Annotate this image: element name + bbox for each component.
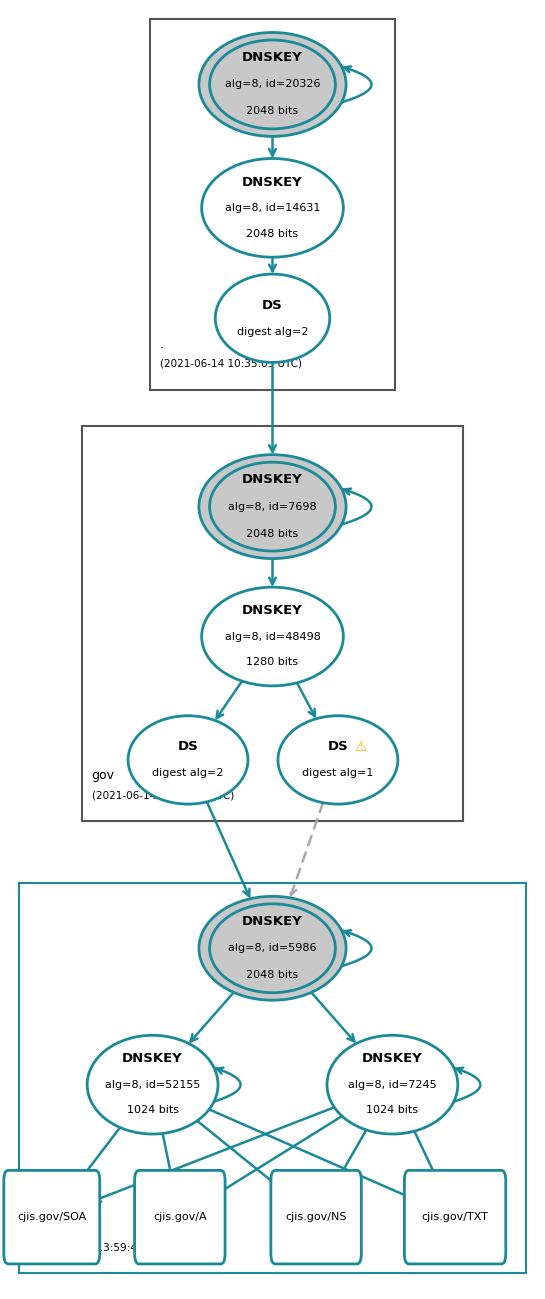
Text: digest alg=2: digest alg=2 <box>152 768 224 778</box>
Ellipse shape <box>199 455 346 559</box>
Text: cjis.gov: cjis.gov <box>29 1221 76 1234</box>
Text: cjis.gov/SOA: cjis.gov/SOA <box>17 1212 87 1222</box>
Text: 1024 bits: 1024 bits <box>126 1105 179 1116</box>
Ellipse shape <box>202 587 343 686</box>
Text: .: . <box>160 338 164 351</box>
Text: alg=8, id=52155: alg=8, id=52155 <box>105 1079 201 1090</box>
Text: DNSKEY: DNSKEY <box>242 604 303 617</box>
Ellipse shape <box>278 716 398 804</box>
Text: ⚠: ⚠ <box>354 739 367 753</box>
Ellipse shape <box>210 462 335 551</box>
Text: digest alg=2: digest alg=2 <box>237 326 308 336</box>
Text: (2021-06-14 13:59:45 UTC): (2021-06-14 13:59:45 UTC) <box>29 1242 171 1252</box>
Ellipse shape <box>199 896 346 1000</box>
Text: digest alg=1: digest alg=1 <box>302 768 373 778</box>
Text: DNSKEY: DNSKEY <box>122 1052 183 1065</box>
Text: 2048 bits: 2048 bits <box>246 970 299 981</box>
Ellipse shape <box>327 1035 458 1134</box>
Text: alg=8, id=7698: alg=8, id=7698 <box>228 501 317 512</box>
Ellipse shape <box>210 40 335 129</box>
Text: cjis.gov/A: cjis.gov/A <box>153 1212 207 1222</box>
Ellipse shape <box>128 716 248 804</box>
Ellipse shape <box>199 32 346 136</box>
Text: alg=8, id=5986: alg=8, id=5986 <box>228 943 317 953</box>
Text: alg=8, id=20326: alg=8, id=20326 <box>225 79 320 90</box>
Text: alg=8, id=7245: alg=8, id=7245 <box>348 1079 437 1090</box>
Text: (2021-06-14 10:35:05 UTC): (2021-06-14 10:35:05 UTC) <box>160 359 302 369</box>
Text: DNSKEY: DNSKEY <box>362 1052 423 1065</box>
FancyBboxPatch shape <box>82 426 463 821</box>
Text: DNSKEY: DNSKEY <box>242 51 303 64</box>
FancyBboxPatch shape <box>4 1170 100 1264</box>
FancyBboxPatch shape <box>404 1170 506 1264</box>
FancyBboxPatch shape <box>150 19 395 390</box>
Text: DNSKEY: DNSKEY <box>242 914 303 927</box>
Text: cjis.gov/TXT: cjis.gov/TXT <box>422 1212 488 1222</box>
Text: 1024 bits: 1024 bits <box>366 1105 419 1116</box>
Text: DS: DS <box>328 740 348 753</box>
FancyBboxPatch shape <box>135 1170 225 1264</box>
Ellipse shape <box>87 1035 218 1134</box>
Text: alg=8, id=14631: alg=8, id=14631 <box>225 203 320 213</box>
FancyBboxPatch shape <box>19 883 526 1273</box>
Text: DNSKEY: DNSKEY <box>242 175 303 188</box>
Text: alg=8, id=48498: alg=8, id=48498 <box>225 631 320 642</box>
Text: 2048 bits: 2048 bits <box>246 529 299 539</box>
Text: 1280 bits: 1280 bits <box>246 657 299 668</box>
Text: 2048 bits: 2048 bits <box>246 107 299 117</box>
Text: cjis.gov/NS: cjis.gov/NS <box>286 1212 347 1222</box>
Ellipse shape <box>215 274 330 362</box>
Text: gov: gov <box>92 769 114 782</box>
Ellipse shape <box>210 904 335 992</box>
Text: 2048 bits: 2048 bits <box>246 229 299 239</box>
FancyBboxPatch shape <box>271 1170 361 1264</box>
Text: (2021-06-14 11:32:27 UTC): (2021-06-14 11:32:27 UTC) <box>92 790 234 800</box>
Text: DS: DS <box>178 740 198 753</box>
Text: DS: DS <box>262 299 283 312</box>
Text: DNSKEY: DNSKEY <box>242 473 303 486</box>
Ellipse shape <box>202 158 343 257</box>
